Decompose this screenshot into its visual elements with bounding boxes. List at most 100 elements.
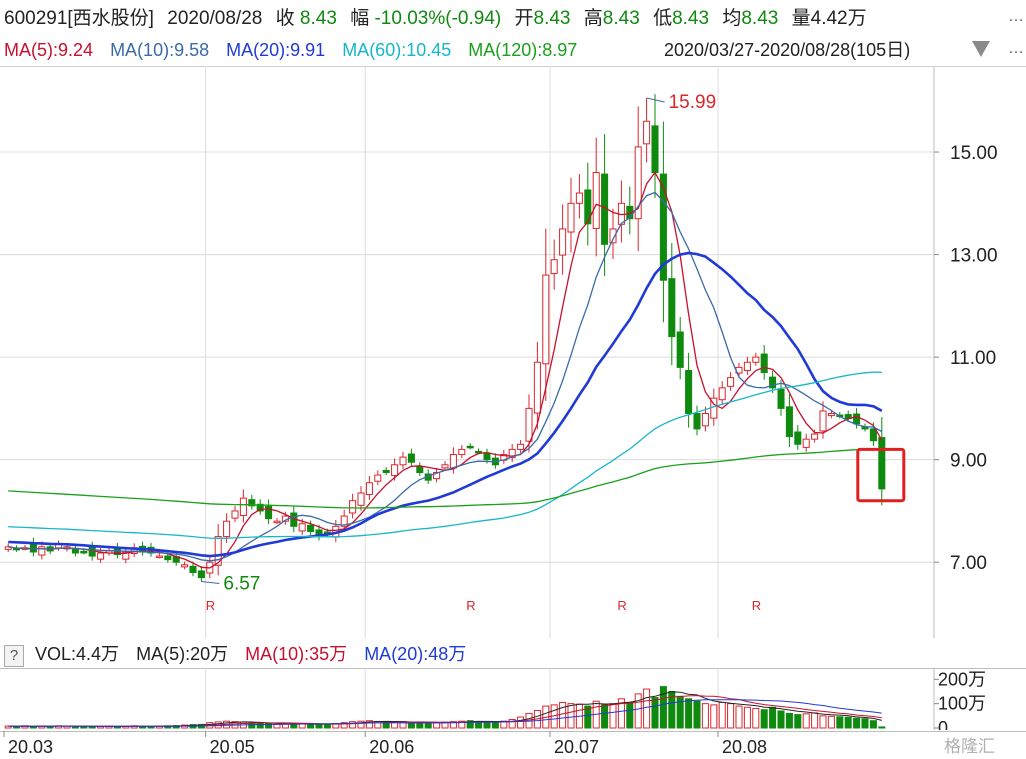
volume-bar — [491, 721, 499, 729]
volume-bar — [584, 705, 592, 729]
candle-body — [97, 552, 105, 560]
candle — [130, 543, 138, 558]
candle — [634, 106, 642, 252]
volume-bar — [617, 698, 625, 729]
volume-bar — [466, 720, 474, 729]
candle-body — [399, 456, 407, 466]
candle-body — [483, 453, 491, 461]
candle-body — [458, 448, 466, 456]
more-icon[interactable]: … — [1008, 8, 1024, 25]
candle — [256, 499, 264, 515]
x-tick-label: 20.06 — [369, 737, 414, 757]
candle — [785, 393, 793, 447]
candle-body — [122, 551, 130, 560]
candle — [769, 370, 777, 393]
candle-body — [769, 376, 777, 389]
candle-body — [214, 536, 222, 566]
volume-bar — [626, 701, 634, 729]
candle-body — [433, 471, 441, 480]
volume-bar — [71, 726, 79, 729]
candle — [878, 417, 886, 506]
candle-body — [29, 542, 37, 553]
open-field: 开8.43 — [515, 8, 571, 29]
candle — [441, 461, 449, 471]
volume-bar — [340, 722, 348, 729]
candle — [861, 423, 869, 432]
candle-body — [701, 413, 709, 427]
candle-body — [38, 546, 46, 556]
volume-bar — [265, 723, 273, 729]
candlestick-chart[interactable]: 15.00 13.00 11.00 9.00 7.00 15.99 6.57 R R R R — [0, 66, 1026, 638]
candle-body — [592, 172, 600, 229]
candle — [542, 228, 550, 401]
annotation-leader — [646, 97, 665, 103]
help-icon[interactable]: ? — [4, 645, 24, 667]
candle-body — [223, 520, 231, 538]
candle — [155, 552, 163, 559]
candle — [517, 439, 525, 453]
open-value: 8.43 — [533, 8, 571, 29]
close-value: 8.43 — [299, 8, 337, 29]
date-range[interactable]: 2020/03/27-2020/08/28(105日) — [664, 40, 911, 60]
volume-chart[interactable]: 200万 100万 0 — [0, 668, 1026, 730]
candle-body — [517, 443, 525, 450]
ma20-line — [8, 251, 883, 558]
volume-field: 量4.42万 — [792, 8, 867, 29]
candle — [29, 537, 37, 557]
candle-body — [382, 469, 390, 473]
volume-bar — [382, 721, 390, 729]
candle — [794, 425, 802, 450]
high-field: 高8.43 — [584, 8, 640, 29]
candle-body — [189, 565, 197, 573]
volume-bar — [710, 704, 718, 729]
candle — [365, 476, 373, 500]
candle — [760, 345, 768, 380]
volume-bar — [743, 706, 751, 729]
volume-bar — [827, 715, 835, 729]
volume-bar — [172, 725, 180, 729]
volume-bar — [248, 722, 256, 729]
legend-ma60: MA(60):10.45 — [342, 40, 452, 60]
y-tick-label: 7.00 — [950, 553, 987, 574]
candle-body — [853, 413, 861, 425]
volume-bar — [819, 715, 827, 729]
candle-body — [374, 474, 382, 482]
high-label: 高 — [583, 8, 603, 29]
candle-body — [651, 125, 659, 174]
volume-bar — [735, 705, 743, 729]
candle — [735, 362, 743, 377]
highlight-box — [856, 447, 906, 503]
candle-body — [407, 453, 415, 463]
volume-bar — [517, 716, 525, 729]
more-icon-2[interactable]: … — [1008, 40, 1024, 57]
candle — [466, 443, 474, 450]
volume-bar — [307, 723, 315, 729]
volume-bar — [88, 726, 96, 729]
low-label: 低 — [653, 8, 673, 29]
candle-body — [181, 564, 189, 568]
candle-body — [550, 259, 558, 275]
low-field: 低8.43 — [653, 8, 709, 29]
candle-body — [525, 407, 533, 442]
volume-bar — [878, 726, 886, 729]
close-label: 收 — [275, 8, 295, 29]
volume-bar — [357, 720, 365, 729]
candle — [197, 566, 205, 582]
volume-tick-label: 100万 — [938, 694, 986, 714]
candle — [458, 445, 466, 459]
volume-bar — [609, 703, 617, 729]
candle-body — [197, 570, 205, 579]
candle-body — [559, 228, 567, 256]
candle-body — [273, 520, 281, 524]
candle — [382, 467, 390, 476]
r-marker: R — [206, 598, 215, 613]
volume-bar — [567, 703, 575, 729]
annotation-leader — [201, 581, 220, 585]
candle-body — [349, 500, 357, 514]
candle — [567, 177, 575, 253]
quote-date: 2020/08/28 — [167, 8, 263, 29]
volume-legend: ? VOL:4.4万 MA(5):20万 MA(10):35万 MA(20):4… — [4, 640, 478, 668]
dropdown-arrow-icon[interactable] — [972, 41, 990, 57]
stock-code-name[interactable]: 600291[西水股份] — [4, 8, 154, 29]
volume-tick-label: 0 — [938, 718, 948, 730]
